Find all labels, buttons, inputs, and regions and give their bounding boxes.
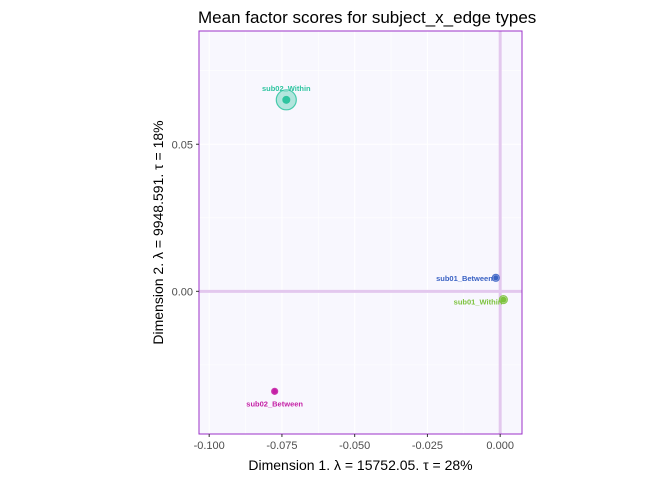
origin-lines [199, 31, 522, 434]
data-point-group: sub02_Between [246, 387, 303, 408]
data-point [282, 95, 291, 104]
data-point-group: sub02_Within [262, 84, 311, 111]
data-point [272, 388, 278, 394]
data-point-group: sub01_Between [436, 273, 500, 283]
x-tick-label: -0.100 [194, 440, 225, 452]
data-point-label: sub02_Between [246, 399, 303, 408]
data-point [500, 296, 507, 303]
y-tick-label: 0.00 [172, 286, 193, 298]
x-tick-label: -0.075 [266, 440, 297, 452]
x-tick-label: -0.050 [339, 440, 370, 452]
y-tick-label: 0.05 [172, 139, 193, 151]
plot-panel-border [198, 30, 523, 435]
y-axis-ticks: 0.00 0.05 [172, 139, 199, 298]
chart-title: Mean factor scores for subject_x_edge ty… [198, 8, 536, 27]
x-tick-label: 0.000 [486, 440, 514, 452]
x-tick-label: -0.025 [412, 440, 443, 452]
data-points: sub02_Within sub01_Between sub01_Withinsub… [246, 84, 508, 408]
plot-panel-background [199, 31, 522, 434]
data-point-label: sub01_Within [454, 298, 503, 307]
y-axis-label: Dimension 2. λ = 9948.591. τ = 18% [150, 120, 166, 344]
data-point-label: sub02_Within [262, 84, 311, 93]
data-point [493, 275, 499, 281]
data-point-label: sub01_Between [436, 274, 493, 283]
x-axis-ticks: -0.100 -0.075 -0.050 -0.025 0.000 [194, 434, 514, 452]
x-axis-label: Dimension 1. λ = 15752.05. τ = 28% [248, 457, 472, 473]
data-point-group: sub01_Within [454, 294, 508, 307]
